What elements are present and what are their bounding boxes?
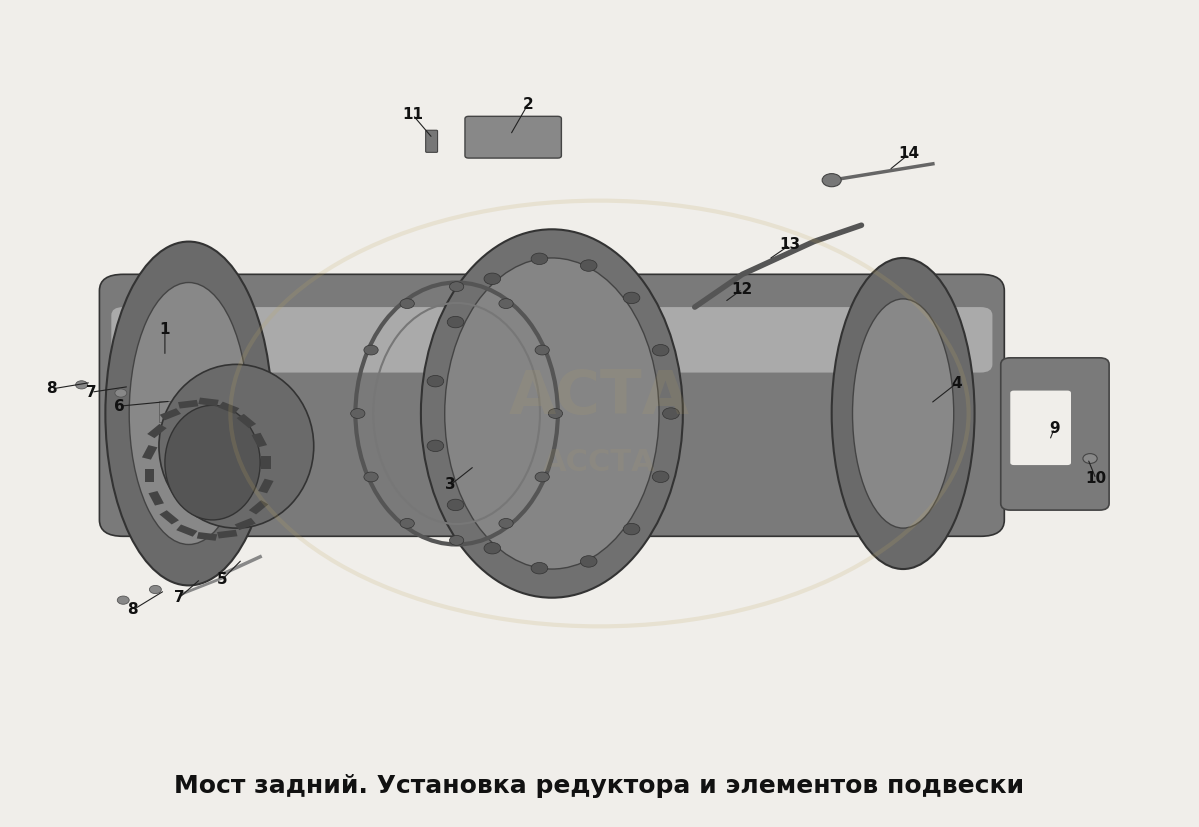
Circle shape (548, 409, 562, 418)
FancyBboxPatch shape (465, 117, 561, 158)
Bar (249, 500, 269, 514)
Circle shape (118, 596, 129, 605)
Circle shape (484, 273, 501, 284)
Circle shape (623, 523, 640, 535)
Text: 8: 8 (47, 381, 58, 396)
Ellipse shape (445, 258, 659, 569)
Bar (176, 524, 198, 537)
Circle shape (580, 556, 597, 567)
Circle shape (623, 292, 640, 304)
Bar (235, 518, 255, 530)
Circle shape (535, 472, 549, 482)
Text: 1: 1 (159, 323, 170, 337)
Bar (147, 424, 167, 438)
Text: 13: 13 (779, 237, 801, 252)
Ellipse shape (165, 405, 260, 520)
Circle shape (580, 260, 597, 271)
Text: 14: 14 (898, 146, 920, 161)
Text: 4: 4 (951, 375, 962, 390)
Text: 11: 11 (402, 108, 423, 122)
Ellipse shape (129, 283, 248, 544)
Circle shape (363, 472, 378, 482)
Ellipse shape (421, 229, 683, 598)
Text: 7: 7 (174, 590, 185, 605)
Circle shape (450, 535, 464, 545)
Text: 5: 5 (217, 572, 228, 587)
Bar (218, 402, 240, 414)
Text: 8: 8 (127, 603, 138, 618)
Text: 12: 12 (731, 281, 753, 297)
Bar (159, 510, 179, 524)
Circle shape (1083, 454, 1097, 463)
Circle shape (823, 174, 842, 187)
Bar (149, 491, 164, 505)
Circle shape (531, 253, 548, 265)
FancyBboxPatch shape (426, 130, 438, 152)
Bar (236, 414, 257, 428)
Circle shape (115, 389, 127, 397)
Bar (141, 445, 157, 460)
Text: 9: 9 (1049, 421, 1060, 436)
Circle shape (447, 500, 464, 510)
Text: 7: 7 (86, 385, 96, 399)
Bar (261, 456, 271, 469)
FancyBboxPatch shape (112, 307, 993, 373)
Bar (159, 401, 173, 422)
Bar (252, 433, 267, 447)
Circle shape (400, 299, 415, 308)
Text: 10: 10 (1085, 471, 1107, 486)
Ellipse shape (159, 365, 314, 528)
Ellipse shape (106, 241, 272, 586)
Bar (198, 398, 218, 406)
Circle shape (531, 562, 548, 574)
Circle shape (535, 345, 549, 355)
Circle shape (499, 519, 513, 528)
Circle shape (450, 282, 464, 292)
Text: 6: 6 (114, 399, 125, 414)
Circle shape (350, 409, 364, 418)
Circle shape (499, 299, 513, 308)
Bar (217, 530, 237, 538)
Circle shape (652, 471, 669, 482)
Circle shape (652, 345, 669, 356)
Text: 3: 3 (445, 477, 456, 492)
Text: АСCТА: АСCТА (543, 448, 656, 477)
Circle shape (363, 345, 378, 355)
FancyBboxPatch shape (1011, 390, 1071, 465)
Ellipse shape (832, 258, 975, 569)
Circle shape (663, 408, 680, 419)
Circle shape (76, 380, 88, 389)
Circle shape (447, 317, 464, 327)
Circle shape (150, 586, 162, 594)
Bar (258, 479, 273, 493)
Text: АCТA: АCТA (510, 368, 689, 427)
FancyBboxPatch shape (1001, 358, 1109, 510)
Circle shape (484, 543, 501, 554)
FancyBboxPatch shape (100, 275, 1005, 536)
Circle shape (400, 519, 415, 528)
Bar (177, 399, 199, 409)
Text: Мост задний. Установка редуктора и элементов подвески: Мост задний. Установка редуктора и элеме… (174, 774, 1025, 798)
Circle shape (427, 375, 444, 387)
Circle shape (427, 440, 444, 452)
Text: 2: 2 (523, 97, 534, 112)
Bar (159, 409, 181, 420)
Ellipse shape (852, 299, 953, 528)
Bar (145, 469, 155, 482)
Bar (197, 532, 217, 541)
